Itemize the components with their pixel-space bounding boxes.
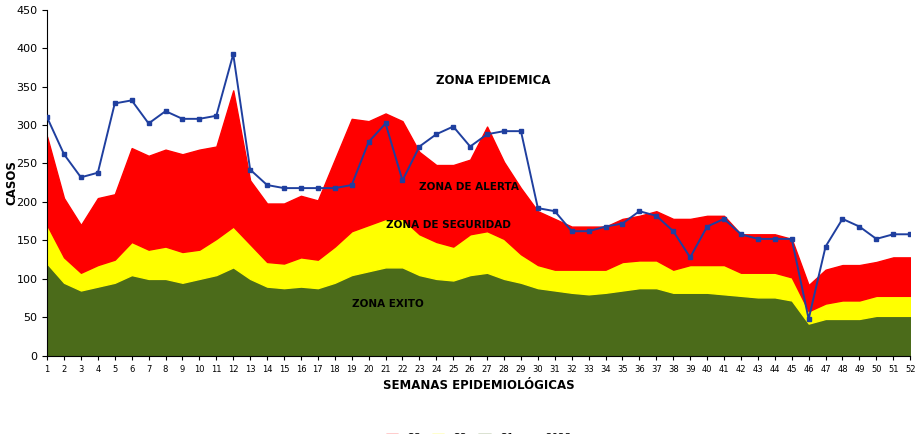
X-axis label: SEMANAS EPIDEMIOLÓGICAS: SEMANAS EPIDEMIOLÓGICAS: [383, 379, 575, 392]
Text: ZONA DE ALERTA: ZONA DE ALERTA: [419, 181, 519, 191]
Text: ZONA DE SEGURIDAD: ZONA DE SEGURIDAD: [386, 220, 510, 230]
Text: ZONA EPIDEMICA: ZONA EPIDEMICA: [437, 74, 551, 87]
Y-axis label: CASOS: CASOS: [6, 160, 18, 205]
Text: ZONA EXITO: ZONA EXITO: [352, 299, 424, 309]
Legend: Q3, Q2, Q1, 2023: Q3, Q2, Q1, 2023: [381, 429, 576, 434]
